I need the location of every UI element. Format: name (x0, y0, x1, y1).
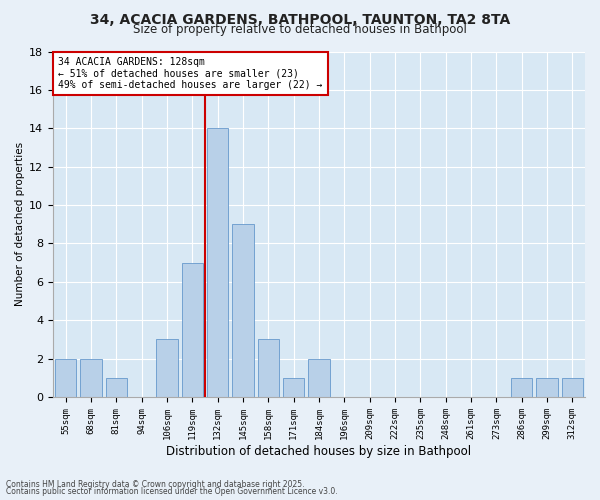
Bar (562, 378, 583, 397)
Bar (55, 358, 76, 397)
Bar (283, 378, 304, 397)
Bar (106, 378, 127, 397)
Text: 34, ACACIA GARDENS, BATHPOOL, TAUNTON, TA2 8TA: 34, ACACIA GARDENS, BATHPOOL, TAUNTON, T… (90, 12, 510, 26)
Bar (207, 128, 229, 397)
Bar (257, 340, 279, 397)
Bar (232, 224, 254, 397)
Bar (536, 378, 558, 397)
Text: Contains public sector information licensed under the Open Government Licence v3: Contains public sector information licen… (6, 487, 338, 496)
Bar (80, 358, 102, 397)
Y-axis label: Number of detached properties: Number of detached properties (15, 142, 25, 306)
X-axis label: Distribution of detached houses by size in Bathpool: Distribution of detached houses by size … (166, 444, 472, 458)
Text: Contains HM Land Registry data © Crown copyright and database right 2025.: Contains HM Land Registry data © Crown c… (6, 480, 305, 489)
Bar (511, 378, 532, 397)
Bar (308, 358, 330, 397)
Bar (182, 262, 203, 397)
Bar (156, 340, 178, 397)
Text: 34 ACACIA GARDENS: 128sqm
← 51% of detached houses are smaller (23)
49% of semi-: 34 ACACIA GARDENS: 128sqm ← 51% of detac… (58, 56, 323, 90)
Text: Size of property relative to detached houses in Bathpool: Size of property relative to detached ho… (133, 22, 467, 36)
